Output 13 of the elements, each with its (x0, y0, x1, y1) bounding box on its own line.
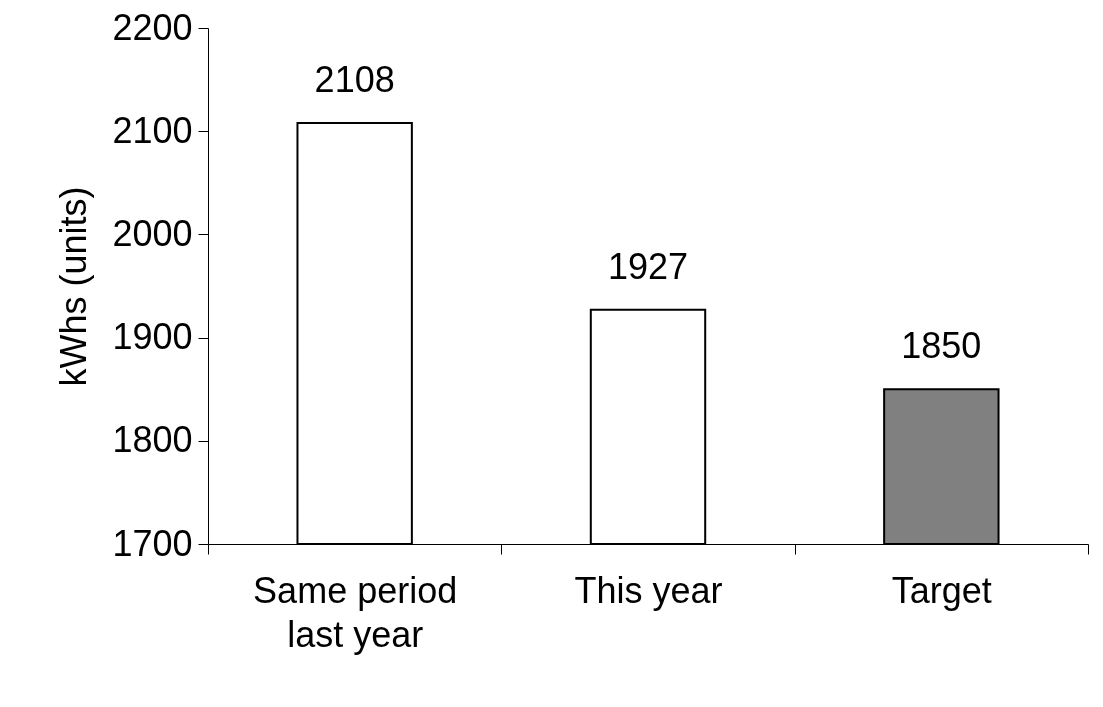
y-tick-label: 1700 (112, 522, 193, 564)
x-tick-label: This year (574, 569, 723, 611)
y-tick-label: 2000 (112, 212, 193, 254)
x-tick-label: Same period last year (253, 569, 458, 655)
y-tick-label: 2100 (112, 109, 193, 151)
x-tick-label: Target (891, 569, 992, 611)
y-tick-label: 1900 (112, 316, 193, 358)
y-axis-title: kWhs (units) (53, 186, 95, 387)
data-label: 2108 (314, 58, 395, 100)
y-tick-label: 2200 (112, 6, 193, 48)
y-tick-label: 1800 (112, 419, 193, 461)
data-label: 1850 (901, 325, 982, 367)
data-label: 1927 (607, 245, 689, 287)
